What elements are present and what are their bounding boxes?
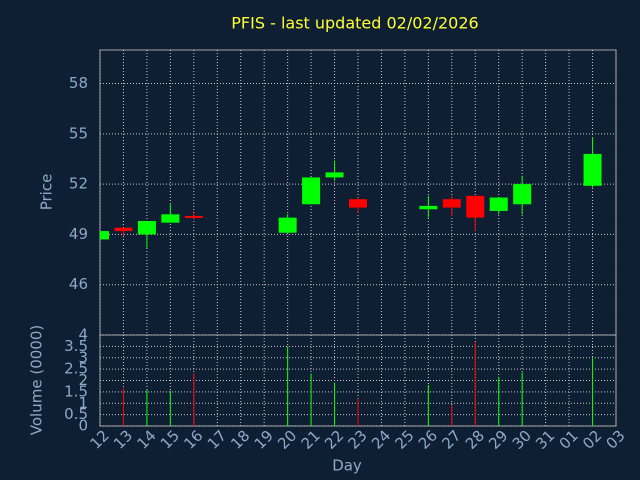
volume-tick-label: 0.5 <box>64 405 88 423</box>
candle-body <box>489 197 508 211</box>
volume-tick-label: 4 <box>78 326 88 344</box>
volume-tick-label: 1.5 <box>64 382 88 400</box>
volume-tick-label: 3 <box>78 348 88 366</box>
volume-tick-label: 2 <box>78 371 88 389</box>
y-tick-label: 52 <box>69 175 88 193</box>
candle-body <box>184 215 203 218</box>
candle-body <box>302 177 321 205</box>
chart-title: PFIS - last updated 02/02/2026 <box>231 14 478 33</box>
y-tick-label: 55 <box>69 124 88 142</box>
candle-body <box>513 184 532 205</box>
candle-body <box>349 199 367 208</box>
y-axis-title: Price <box>38 174 56 211</box>
y-tick-label: 49 <box>69 225 88 243</box>
candle-body <box>137 221 156 235</box>
candle-body <box>325 172 344 178</box>
y-tick-label: 58 <box>69 74 88 92</box>
candle-body <box>583 153 602 186</box>
candle-body <box>442 199 461 208</box>
candle-body <box>278 217 297 233</box>
volume-axis-title: Volume (0000) <box>28 325 46 435</box>
candle-body <box>419 205 438 210</box>
candle-body <box>466 195 485 218</box>
candle-body <box>161 214 180 223</box>
volume-tick-label: 3.5 <box>64 337 88 355</box>
volume-tick-label: 1 <box>78 394 88 412</box>
candle-body <box>114 227 133 232</box>
volume-tick-label: 0 <box>78 417 88 435</box>
candle-body <box>100 231 109 240</box>
x-axis-title: Day <box>332 457 362 475</box>
volume-tick-label: 2.5 <box>64 360 88 378</box>
y-tick-label: 46 <box>69 275 88 293</box>
